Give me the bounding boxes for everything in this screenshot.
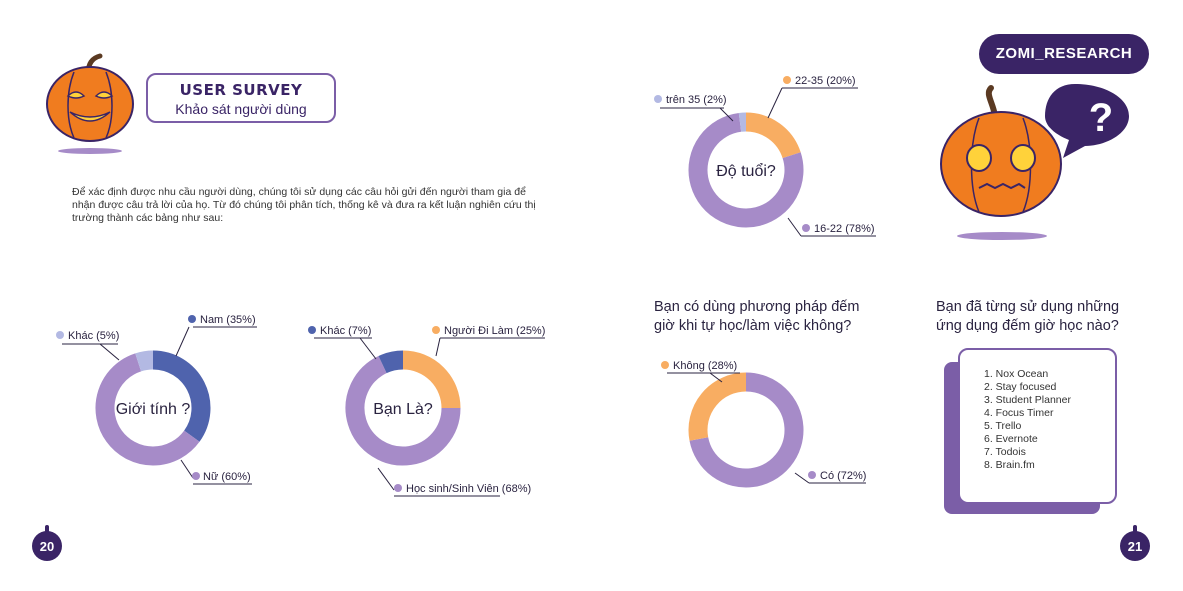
- donut-slice: [402, 350, 461, 409]
- callout-line: [719, 107, 734, 122]
- callout-line: [709, 372, 723, 383]
- slice-label: Nữ (60%): [203, 471, 251, 483]
- donut-slice: [688, 112, 804, 228]
- svg-text:?: ?: [1089, 96, 1113, 140]
- legend-dot: [432, 326, 440, 334]
- slice-label: Người Đi Làm (25%): [444, 325, 545, 337]
- question-timer-method: Bạn có dùng phương pháp đếm giờ khi tự h…: [654, 299, 860, 334]
- legend-dot: [56, 331, 64, 339]
- list-item: 1. Nox Ocean: [984, 368, 1049, 380]
- slice-label: Không (28%): [673, 360, 737, 372]
- legend-dot: [802, 224, 810, 232]
- donut-slice: [745, 112, 801, 159]
- callout-line: [359, 337, 377, 360]
- legend-dot: [654, 95, 662, 103]
- page-number-left: 20: [32, 525, 62, 561]
- slice-label: Học sinh/Sinh Viên (68%): [406, 483, 531, 495]
- question-bubble-icon: ?: [1045, 84, 1129, 158]
- donut-slice: [689, 372, 804, 488]
- legend-dot: [661, 361, 669, 369]
- legend-dot: [394, 484, 402, 492]
- legend-dot: [192, 472, 200, 480]
- donut-slice: [152, 350, 211, 442]
- chart-title: Bạn Là?: [373, 401, 433, 418]
- chart-title: Độ tuổi?: [716, 162, 776, 180]
- list-item: 7. Todois: [984, 446, 1026, 458]
- slice-label: trên 35 (2%): [666, 94, 727, 106]
- callout-line: [175, 326, 190, 357]
- callout-line: [377, 467, 395, 491]
- title-english: USER SURVEY: [179, 81, 303, 99]
- callout-line: [99, 343, 120, 361]
- callout-line: [794, 472, 810, 484]
- donut-slice: [345, 355, 461, 466]
- donut-slice: [95, 353, 200, 466]
- slice-label: Khác (5%): [68, 330, 119, 342]
- brand-badge: ZOMI_RESEARCH: [979, 34, 1149, 74]
- callout-line: [180, 459, 194, 479]
- legend-dot: [188, 315, 196, 323]
- question-apps-used: Bạn đã từng sử dụng những ứng dụng đếm g…: [936, 299, 1120, 334]
- list-item: 3. Student Planner: [984, 394, 1071, 406]
- pumpkin-smiling-icon: [46, 53, 134, 154]
- list-item: 4. Focus Timer: [984, 407, 1054, 419]
- slice-label: 16-22 (78%): [814, 223, 875, 235]
- page-number-left-text: 20: [39, 539, 55, 554]
- list-item: 2. Stay focused: [984, 381, 1057, 393]
- title-vietnamese: Khảo sát người dùng: [175, 101, 307, 117]
- slice-label: Có (72%): [820, 470, 866, 482]
- callout-line: [787, 217, 802, 237]
- callout-line: [767, 87, 783, 119]
- intro-paragraph: Để xác định được nhu cầu người dùng, chú…: [72, 186, 536, 224]
- donut-slice: [378, 350, 404, 374]
- list-item: 6. Evernote: [984, 433, 1038, 445]
- title-box: USER SURVEY Khảo sát người dùng: [146, 73, 336, 123]
- callout-line: [435, 337, 441, 357]
- chart-title: Giới tính ?: [116, 401, 191, 418]
- donut-slice: [688, 372, 747, 441]
- legend-dot: [783, 76, 791, 84]
- slice-label: Khác (7%): [320, 325, 371, 337]
- list-item: 5. Trello: [984, 420, 1022, 432]
- legend-dot: [808, 471, 816, 479]
- apps-list-box: 1. Nox Ocean 2. Stay focused 3. Student …: [958, 348, 1117, 504]
- slice-label: 22-35 (20%): [795, 75, 856, 87]
- slice-label: Nam (35%): [200, 314, 256, 326]
- donut-slice: [135, 350, 154, 372]
- legend-dot: [308, 326, 316, 334]
- pumpkin-scared-icon: ?: [940, 84, 1129, 240]
- page-number-right-text: 21: [1127, 539, 1143, 554]
- page-number-right: 21: [1120, 525, 1150, 561]
- list-item: 8. Brain.fm: [984, 459, 1035, 471]
